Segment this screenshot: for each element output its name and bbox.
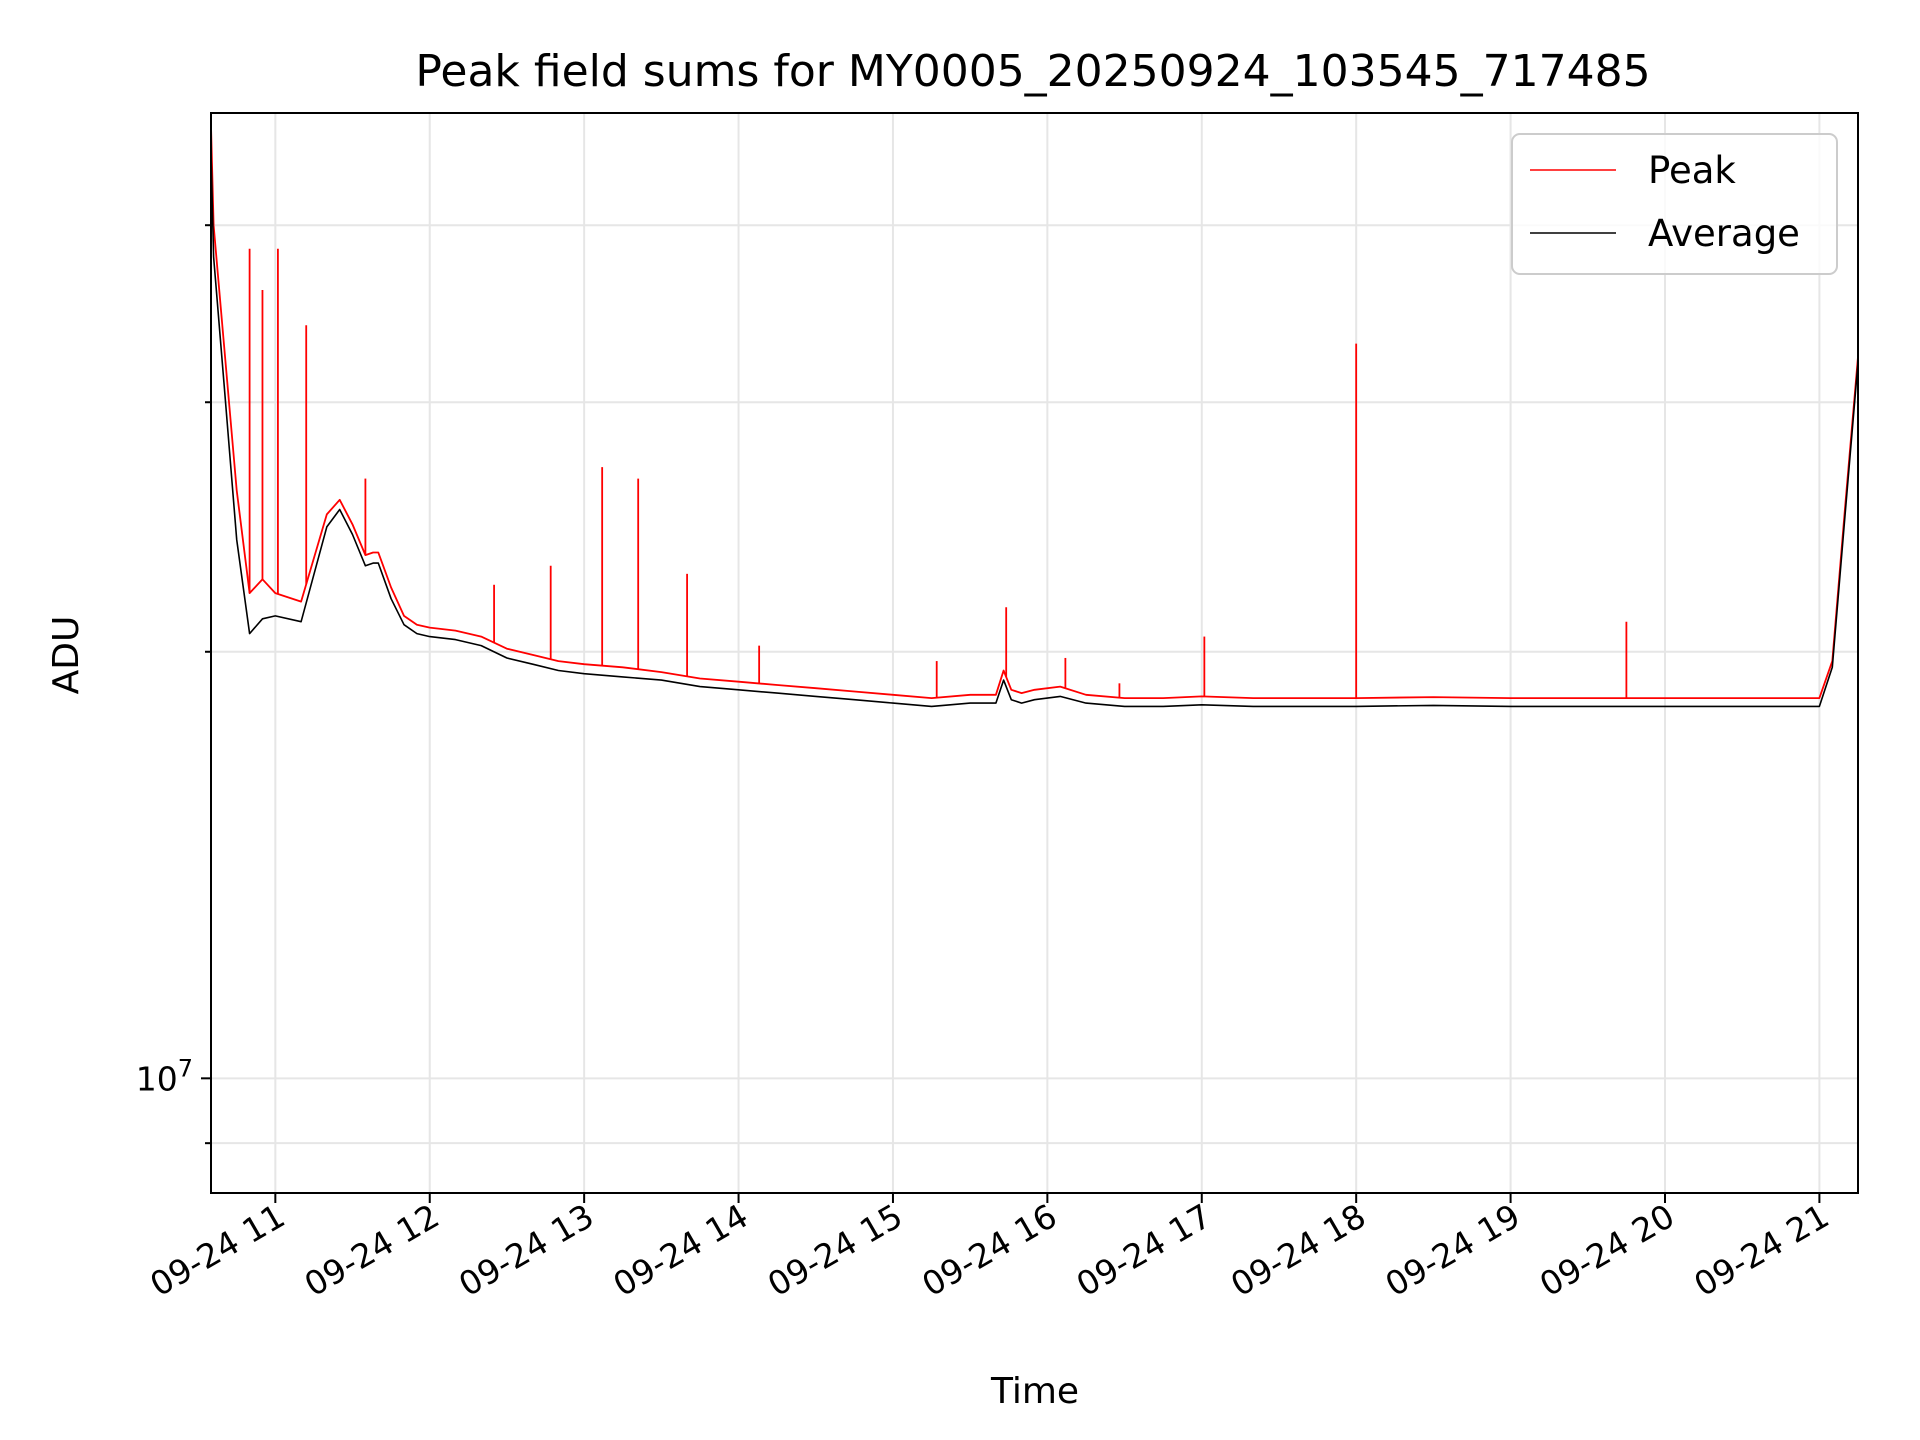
x-axis-label: Time (990, 1371, 1079, 1412)
legend-peak-label: Peak (1648, 149, 1736, 192)
y-tick-label: 107 (136, 1054, 193, 1098)
grid (211, 113, 1858, 1193)
legend-box (1511, 133, 1838, 275)
legend: Peak Average (1511, 133, 1838, 275)
y-tick-base: 10 (136, 1059, 178, 1098)
chart-title: Peak field sums for MY0005_20250924_1035… (415, 46, 1650, 97)
series-line-peak (210, 125, 1859, 699)
y-tick-exponent: 7 (178, 1054, 193, 1082)
legend-average-label: Average (1648, 212, 1800, 255)
y-axis-label: ADU (46, 616, 87, 695)
plot-lines (210, 125, 1859, 708)
plot-frame (210, 112, 1859, 1194)
series-line-average (210, 152, 1859, 708)
